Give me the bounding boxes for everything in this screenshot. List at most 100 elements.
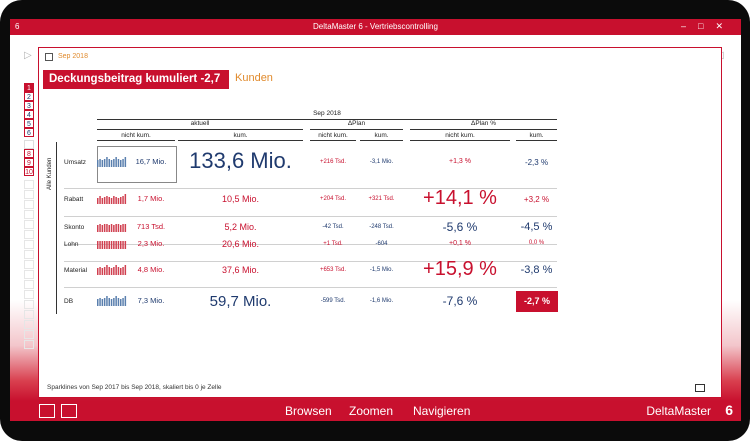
pct-kum-value: 0,0 % (528, 240, 545, 246)
side-button[interactable]: 6 (24, 128, 34, 137)
pct-nicht-kum-value: +0,1 % (449, 240, 471, 247)
pct-kum-header: kum. (529, 132, 544, 139)
spark-bar (120, 160, 122, 167)
sparkline (97, 194, 127, 204)
side-button[interactable]: 10 (24, 167, 34, 176)
spark-bar (103, 197, 106, 204)
side-button-empty[interactable] (24, 200, 34, 209)
window-controls[interactable]: –□✕ (681, 21, 735, 31)
side-button-empty[interactable] (24, 280, 34, 289)
side-button-empty[interactable] (24, 330, 34, 339)
side-button[interactable]: 3 (24, 101, 34, 110)
row-label[interactable]: Rabatt (64, 196, 84, 203)
spark-bar (115, 241, 117, 249)
side-button-empty[interactable] (24, 340, 34, 349)
report-subtitle[interactable]: Kunden (235, 72, 273, 84)
app-icon: 6 (15, 22, 20, 31)
spark-bar (117, 241, 120, 249)
pct-kum-value: -4,5 % (520, 221, 553, 233)
spark-bar (113, 267, 115, 275)
title-bar: 6 DeltaMaster 6 - Vertriebscontrolling –… (10, 19, 741, 35)
side-button[interactable]: 8 (24, 149, 34, 158)
side-button-empty[interactable] (24, 320, 34, 329)
edit-icon[interactable] (61, 404, 77, 418)
side-button[interactable]: 2 (24, 92, 34, 101)
status-icon[interactable] (695, 384, 705, 392)
footer-bar: Browsen Zoomen Navigieren DeltaMaster 6 (10, 401, 741, 421)
spark-value: 16,7 Mio. (135, 157, 167, 166)
spark-bar (124, 157, 127, 167)
browse-button[interactable]: Browsen (285, 404, 332, 418)
aktuell-rule (97, 129, 303, 130)
spark-bar (115, 265, 117, 275)
side-button-empty[interactable] (24, 220, 34, 229)
side-button-empty[interactable] (24, 240, 34, 249)
spark-value: 4,8 Mio. (137, 265, 165, 274)
period-rule (97, 119, 557, 120)
spark-bar (103, 267, 106, 275)
spark-bar (108, 298, 110, 306)
navigate-button[interactable]: Navigieren (413, 404, 471, 418)
spark-bar (97, 160, 99, 167)
row-label[interactable]: Skonto (64, 224, 85, 231)
dplan-kum-header: kum. (374, 132, 389, 139)
side-button-empty[interactable] (24, 250, 34, 259)
dplan-nicht-kum-value: +216 Tsd. (319, 159, 347, 165)
row-label[interactable]: DB (64, 298, 74, 305)
spark-bar (117, 298, 120, 306)
aktuell-header: aktuell (190, 120, 210, 127)
spark-bar (108, 197, 110, 204)
side-button-empty[interactable] (24, 190, 34, 199)
kum-value: 10,5 Mio. (221, 194, 260, 204)
dim-label[interactable]: Alle Kunden (47, 157, 53, 190)
spark-bar (122, 159, 124, 167)
side-button[interactable]: 4 (24, 110, 34, 119)
row-label[interactable]: Lohn (64, 241, 79, 248)
brand-name: DeltaMaster (646, 404, 711, 418)
dplan-kum-value: -1,5 Mio. (369, 267, 394, 273)
spark-bar (115, 197, 117, 204)
dim-rule (56, 142, 57, 314)
spark-bar (115, 296, 117, 306)
spark-bar (122, 241, 124, 249)
row-separator (64, 261, 557, 262)
side-button[interactable]: 9 (24, 158, 34, 167)
sparkline (97, 265, 127, 275)
side-button[interactable]: 1 (24, 83, 34, 92)
spark-bar (99, 224, 101, 232)
row-label[interactable]: Umsatz (64, 159, 87, 166)
side-button-empty[interactable] (24, 270, 34, 279)
spark-bar (101, 268, 104, 275)
dplan-nicht-kum-value: +653 Tsd. (319, 267, 347, 273)
side-button-empty[interactable] (24, 230, 34, 239)
filter-icon[interactable] (45, 53, 53, 61)
spark-bar (113, 298, 115, 306)
kum-value: 20,6 Mio. (221, 239, 260, 249)
side-button-empty[interactable] (24, 180, 34, 189)
sparkline (97, 224, 127, 232)
image-icon[interactable] (39, 404, 55, 418)
spark-bar (120, 299, 122, 306)
side-button-empty[interactable] (24, 260, 34, 269)
side-button-empty[interactable] (24, 290, 34, 299)
dplan-header: ΔPlan (347, 120, 366, 127)
zoom-button[interactable]: Zoomen (349, 404, 394, 418)
side-button[interactable]: 5 (24, 119, 34, 128)
spark-bar (113, 196, 115, 204)
side-button-empty[interactable] (24, 300, 34, 309)
spark-value: 1,7 Mio. (137, 194, 165, 203)
row-separator (64, 188, 557, 189)
side-button[interactable] (24, 140, 34, 149)
dplan-nicht-kum-value: +1 Tsd. (323, 241, 343, 247)
side-button-empty[interactable] (24, 210, 34, 219)
spark-bar (113, 225, 115, 232)
spark-bar (106, 157, 108, 167)
spark-value: 7,3 Mio. (137, 296, 165, 305)
dplan-nicht-kum-value: -42 Tsd. (322, 224, 344, 230)
previous-arrow-icon[interactable]: ▷ (24, 50, 32, 61)
side-button-empty[interactable] (24, 310, 34, 319)
period-tab[interactable]: Sep 2018 (58, 53, 88, 60)
row-label[interactable]: Material (64, 267, 88, 274)
aktuell-kum-header: kum. (233, 132, 248, 139)
spark-bar (103, 298, 106, 306)
